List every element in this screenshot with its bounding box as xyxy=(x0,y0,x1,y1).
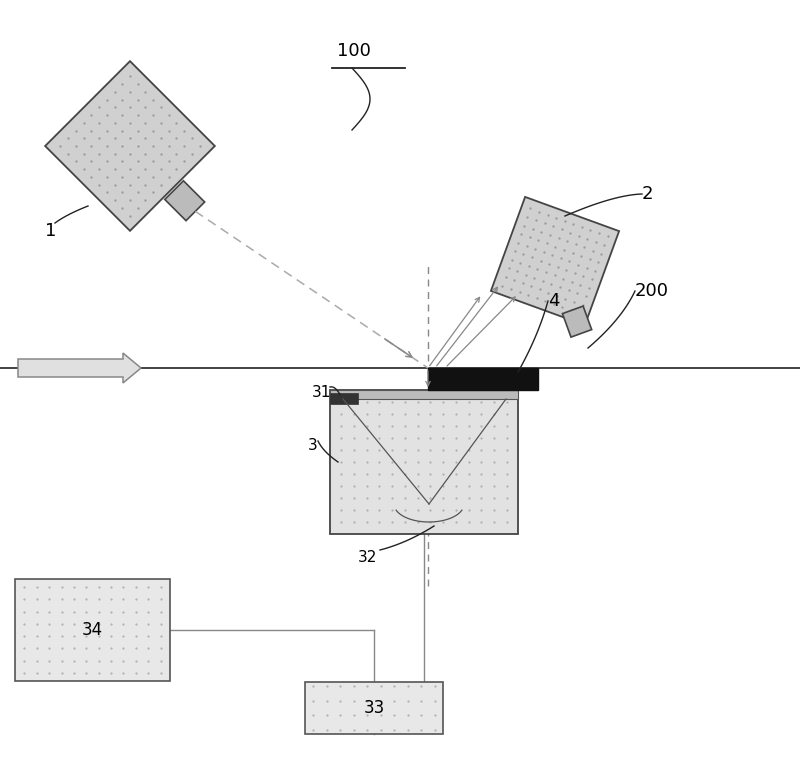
Polygon shape xyxy=(491,197,619,325)
Bar xyxy=(428,368,538,390)
Text: 32: 32 xyxy=(358,551,378,565)
Bar xyxy=(15,579,170,681)
Polygon shape xyxy=(165,181,205,221)
Text: 31: 31 xyxy=(312,385,331,400)
Text: 34: 34 xyxy=(82,621,103,639)
Text: 33: 33 xyxy=(363,699,385,717)
Bar xyxy=(330,393,358,404)
Bar xyxy=(305,682,443,734)
Bar xyxy=(330,390,518,399)
FancyArrow shape xyxy=(18,353,141,383)
Text: 200: 200 xyxy=(635,282,669,300)
Text: 100: 100 xyxy=(337,42,371,60)
Text: 4: 4 xyxy=(548,292,559,310)
Bar xyxy=(330,390,518,534)
Text: 1: 1 xyxy=(45,222,56,240)
Polygon shape xyxy=(562,306,592,337)
Text: 3: 3 xyxy=(308,438,318,453)
Polygon shape xyxy=(45,61,215,231)
Text: 2: 2 xyxy=(642,185,654,203)
